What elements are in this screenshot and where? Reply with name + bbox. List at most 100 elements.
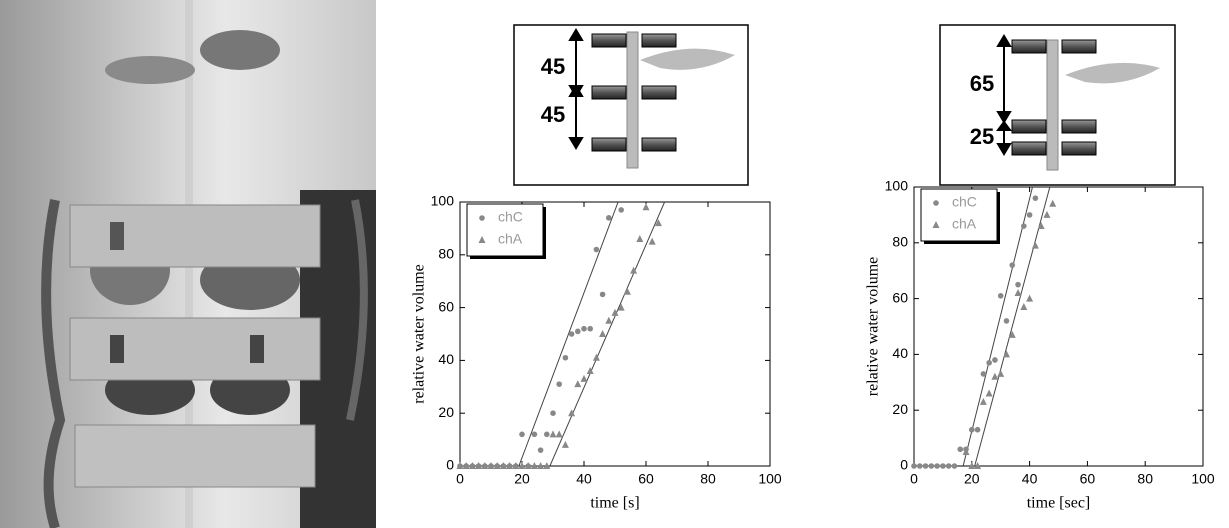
y-tick-label: 20: [438, 404, 454, 420]
legend-label: chC: [952, 194, 977, 210]
x-tick-label: 100: [1191, 471, 1215, 487]
legend-label: chA: [498, 231, 523, 247]
data-point: [468, 462, 476, 469]
data-point: [991, 372, 999, 380]
legend-label: chC: [498, 209, 523, 225]
y-tick-label: 40: [438, 351, 454, 367]
x-tick-label: 100: [758, 471, 782, 487]
data-point: [605, 316, 613, 324]
y-tick-label: 20: [892, 401, 908, 417]
x-axis-label: time [s]: [590, 495, 639, 512]
distance-label: 45: [541, 54, 565, 79]
data-point: [481, 462, 489, 469]
x-tick-label: 60: [1080, 471, 1096, 487]
data-point: [928, 463, 935, 469]
distance-label: 65: [970, 71, 994, 96]
x-tick-label: 20: [514, 471, 530, 487]
data-point: [985, 389, 993, 397]
diagram: 65 25: [939, 24, 1176, 186]
x-tick-label: 60: [638, 471, 654, 487]
distance-label: 45: [541, 102, 565, 127]
data-point: [531, 431, 538, 438]
data-point: [1032, 195, 1039, 201]
x-tick-label: 0: [910, 471, 918, 487]
data-point: [586, 366, 594, 374]
data-point: [592, 353, 600, 361]
data-point: [1043, 210, 1051, 218]
y-tick-label: 60: [892, 289, 908, 305]
data-point: [980, 371, 987, 377]
data-point: [512, 462, 520, 469]
x-tick-label: 40: [576, 471, 592, 487]
distance-label: 25: [970, 124, 994, 149]
data-point: [599, 330, 607, 337]
x-axis-label: time [sec]: [1027, 495, 1091, 512]
data-point: [618, 207, 624, 213]
legend-box: [466, 203, 544, 257]
legend-marker: [932, 221, 940, 228]
data-point: [934, 463, 940, 469]
y-tick-label: 100: [885, 178, 909, 194]
data-point: [519, 431, 525, 438]
data-point: [549, 430, 557, 438]
data-point: [555, 430, 563, 438]
fit-line: [549, 202, 666, 466]
y-axis-label: relative water volume: [411, 264, 428, 404]
data-point: [916, 463, 923, 469]
y-tick-label: 0: [900, 457, 908, 473]
data-point: [997, 369, 1005, 377]
data-point: [530, 462, 538, 469]
data-point: [962, 448, 970, 456]
legend-marker: [478, 236, 486, 243]
data-point: [1037, 222, 1045, 230]
y-tick-label: 40: [892, 345, 908, 361]
data-point: [537, 462, 545, 469]
data-point: [475, 462, 483, 469]
data-point: [543, 462, 551, 469]
data-point: [462, 462, 470, 469]
data-point: [550, 410, 556, 417]
data-point: [493, 462, 501, 469]
data-point: [456, 462, 464, 469]
legend-marker: [933, 200, 939, 206]
data-point: [487, 462, 495, 469]
plot-frame: [459, 201, 771, 467]
y-tick-label: 80: [438, 246, 454, 262]
data-point: [599, 291, 606, 298]
plot-frame: [913, 186, 1204, 467]
data-point: [957, 446, 964, 453]
data-point: [606, 215, 612, 221]
data-point: [1015, 281, 1021, 288]
y-tick-label: 0: [446, 457, 454, 473]
data-point: [951, 463, 958, 469]
legend-label: chA: [952, 216, 977, 232]
data-point: [1031, 241, 1039, 249]
data-point: [630, 266, 638, 274]
data-point: [561, 440, 569, 448]
data-point: [922, 463, 929, 469]
data-point: [1021, 223, 1027, 229]
fit-line: [962, 187, 1033, 466]
data-point: [1009, 262, 1016, 268]
data-point: [575, 328, 581, 335]
data-point: [945, 463, 952, 469]
data-point: [974, 426, 981, 433]
data-point: [499, 462, 507, 469]
data-point: [1026, 212, 1033, 218]
diagram: 45 45: [513, 24, 749, 186]
y-axis-label: relative water volume: [865, 257, 882, 397]
data-point: [986, 359, 992, 366]
legend: chC chA: [920, 188, 1000, 244]
data-point: [574, 380, 582, 388]
data-point: [1008, 330, 1016, 338]
data-point: [506, 462, 514, 469]
data-point: [1049, 199, 1057, 207]
fit-line: [518, 202, 619, 466]
x-tick-label: 80: [700, 471, 716, 487]
legend: chC chA: [466, 203, 546, 259]
photo: [0, 0, 376, 528]
data-point: [593, 246, 600, 253]
legend-box: [920, 188, 998, 242]
data-point: [537, 447, 544, 453]
